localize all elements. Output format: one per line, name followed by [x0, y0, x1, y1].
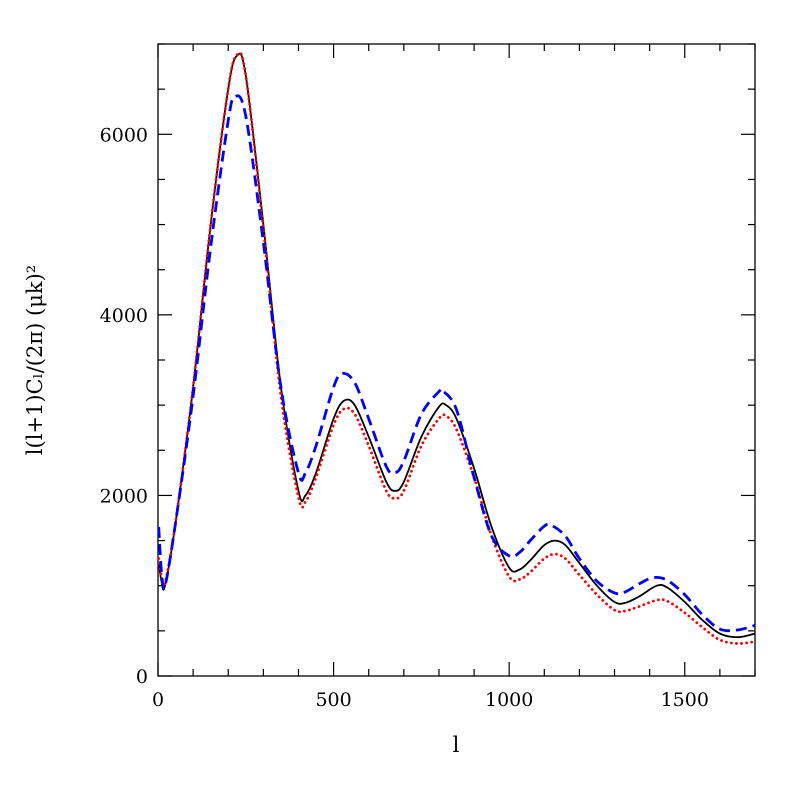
series-line-solid: [157, 52, 756, 639]
plot-area: [157, 43, 757, 677]
y-tick-label: 4000: [100, 305, 148, 327]
axis-ticks: [157, 43, 756, 677]
series-line-dotted: [157, 51, 757, 645]
series-layer: [157, 51, 757, 645]
x-tick-label: 500: [315, 689, 351, 711]
x-tick-label: 1500: [661, 689, 709, 711]
y-tick-labels: 0 2000 4000 6000: [100, 124, 148, 688]
plot-frame: [157, 43, 756, 677]
y-axis-label: l(l+1)Cₗ/(2π) (μk)²: [23, 265, 47, 455]
y-tick-label: 6000: [100, 124, 148, 146]
x-tick-label: 1000: [485, 689, 533, 711]
x-tick-label: 0: [152, 689, 164, 711]
x-tick-labels: 0 500 1000 1500: [152, 689, 709, 711]
y-tick-label: 0: [136, 666, 148, 688]
x-axis-label: l: [453, 733, 460, 757]
y-tick-label: 2000: [100, 485, 148, 507]
series-line-dashed: [157, 94, 756, 633]
